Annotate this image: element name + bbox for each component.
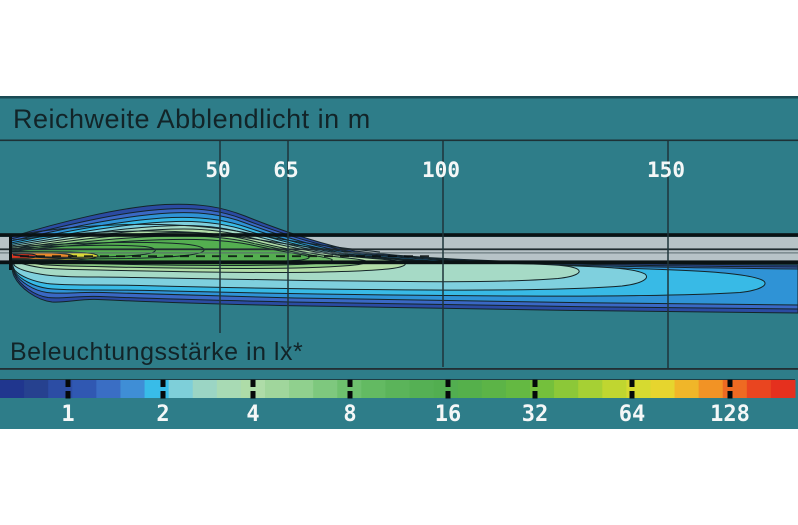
bottom-rule (0, 368, 798, 370)
colorbar-segment (120, 380, 146, 398)
distance-grid: 50 65 100 150 (205, 140, 685, 368)
colorbar-tick (727, 391, 733, 399)
distance-label: 65 (273, 158, 298, 182)
colorbar-segment (72, 380, 97, 398)
grid-line (667, 140, 669, 368)
colorbar-segment (240, 380, 266, 398)
colorbar-tick (65, 379, 71, 387)
panel-top-border (0, 96, 798, 99)
colorbar-tick (445, 391, 451, 399)
colorbar: 1 2 4 8 16 32 64 128 (0, 379, 796, 427)
colorbar-tick (727, 379, 733, 387)
colorbar-tick (347, 391, 353, 399)
colorbar-segment (24, 380, 49, 398)
beam-origin-bar (9, 234, 12, 270)
colorbar-segment (265, 380, 290, 398)
grid-line (442, 140, 444, 367)
colorbar-segment (168, 380, 194, 398)
iso-line (10, 244, 156, 258)
top-rule (0, 139, 798, 142)
colorbar-tick (65, 391, 71, 399)
colorbar-segment (96, 380, 121, 398)
colorbar-tick (160, 379, 166, 387)
road-lane-line-2 (0, 252, 798, 254)
colorbar-segment (313, 380, 338, 398)
colorbar-segment (289, 380, 314, 398)
iso-line-group (10, 223, 381, 260)
legend-title: Beleuchtungsstärke in lx* (10, 338, 304, 366)
road-edge-top (0, 233, 798, 237)
colorbar-label: 32 (522, 402, 549, 427)
colorbar-tick (629, 391, 635, 399)
beam-diagram-svg: 50 65 100 150 1 2 4 8 16 32 64 128 (0, 96, 798, 427)
colorbar-tick (250, 391, 256, 399)
colorbar-segment (481, 380, 507, 398)
colorbar-label: 8 (343, 402, 356, 427)
colorbar-segment (409, 380, 435, 398)
colorbar-label: 4 (246, 402, 259, 427)
colorbar-segment (385, 380, 411, 398)
colorbar-segment (602, 380, 627, 398)
colorbar-segment (433, 380, 459, 398)
iso-line (10, 242, 205, 260)
colorbar-label: 1 (61, 402, 74, 427)
colorbar-tick (629, 379, 635, 387)
colorbar-segment (674, 380, 700, 398)
colorbar-segment (578, 380, 603, 398)
diagram-panel: Reichweite Abblendlicht in m Beleuchtung… (0, 96, 798, 429)
road-edge-bottom (0, 260, 798, 265)
road-lane-line (0, 248, 798, 251)
colorbar-segment (650, 380, 676, 398)
colorbar-segment (505, 380, 531, 398)
colorbar-segment (216, 380, 242, 398)
colorbar-segment (0, 380, 25, 398)
colorbar-segment (722, 380, 748, 398)
iso-line (11, 223, 381, 253)
colorbar-segment (337, 380, 362, 398)
colorbar-tick (532, 379, 538, 387)
colorbar-tick (445, 379, 451, 387)
colorbar-segment (361, 380, 386, 398)
distance-label: 100 (422, 158, 460, 182)
colorbar-segment (192, 380, 218, 398)
colorbar-segment (770, 380, 796, 398)
distance-label: 50 (205, 158, 230, 182)
colorbar-segment (698, 380, 724, 398)
chart-title: Reichweite Abblendlicht in m (13, 104, 371, 134)
colorbar-top-line (0, 379, 795, 380)
colorbar-tick (532, 391, 538, 399)
colorbar-label: 128 (710, 402, 750, 427)
colorbar-tick (160, 391, 166, 399)
grid-line (219, 140, 221, 333)
colorbar-segment (457, 380, 483, 398)
colorbar-label: 64 (619, 402, 646, 427)
colorbar-segment (554, 380, 579, 398)
grid-line (287, 140, 289, 348)
colorbar-label: 2 (156, 402, 169, 427)
colorbar-label: 16 (435, 402, 462, 427)
colorbar-tick (347, 379, 353, 387)
distance-label: 150 (647, 158, 685, 182)
colorbar-tick (250, 379, 256, 387)
colorbar-segment (746, 380, 772, 398)
